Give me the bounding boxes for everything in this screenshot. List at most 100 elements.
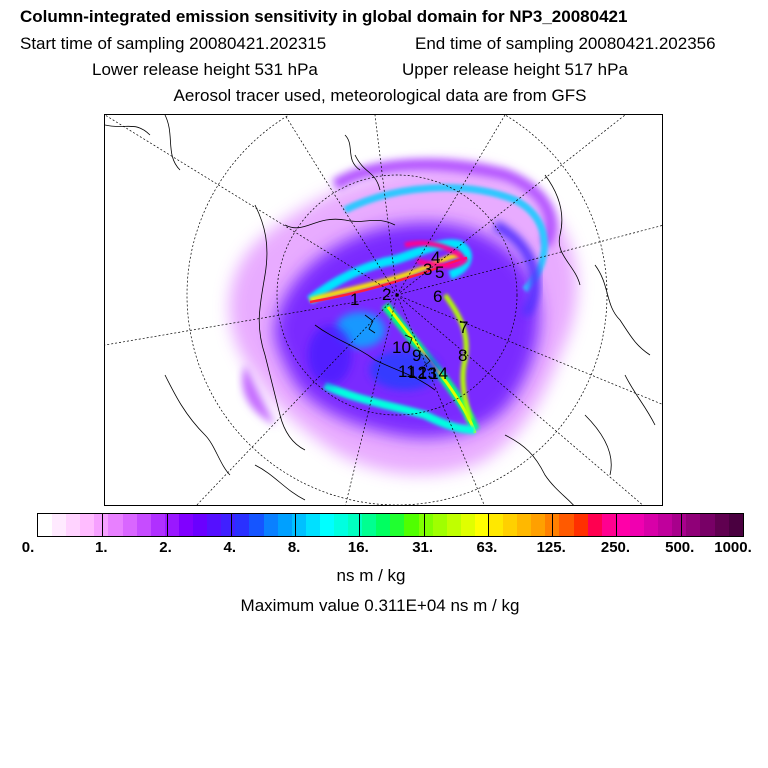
- color-scale-swatch: [164, 514, 179, 536]
- color-scale-swatch: [728, 514, 743, 536]
- color-scale-label: 1000.: [714, 539, 752, 556]
- release-heights: Lower release height 531 hPa Upper relea…: [92, 60, 768, 80]
- point-label: 6: [433, 287, 442, 306]
- point-label: 9: [412, 346, 421, 365]
- color-scale-tick: [680, 514, 682, 536]
- meridian: [396, 294, 662, 405]
- color-scale-swatch: [235, 514, 250, 536]
- coast-europe: [584, 374, 656, 476]
- color-scale-tick: [295, 514, 297, 536]
- units-text: ns m / kg: [336, 566, 406, 585]
- coast-south: [254, 464, 306, 501]
- color-scale-swatch: [52, 514, 67, 536]
- color-scale-label: 2.: [159, 539, 172, 556]
- meridian: [396, 115, 506, 296]
- coast-siberia: [284, 218, 396, 229]
- color-scale-tick: [552, 514, 554, 536]
- map-canvas: 1 2 3 4 5 6 7 8 9 10 11 12 13 14: [105, 115, 662, 505]
- point-label: 1: [350, 290, 359, 309]
- arc-inner-north: [343, 184, 548, 293]
- sensitivity-map: 1 2 3 4 5 6 7 8 9 10 11 12 13 14: [104, 114, 663, 506]
- color-scale-tick: [423, 514, 425, 536]
- color-scale-swatch: [390, 514, 405, 536]
- color-scale-swatch: [38, 514, 53, 536]
- color-scale-swatch: [503, 514, 518, 536]
- color-scale-swatch: [122, 514, 137, 536]
- color-scale-swatch: [615, 514, 630, 536]
- color-scale-tick: [487, 514, 489, 536]
- color-scale-swatch: [644, 514, 659, 536]
- color-scale-label: 4.: [223, 539, 237, 556]
- meridian: [105, 294, 398, 346]
- plot-title: Column-integrated emission sensitivity i…: [20, 7, 628, 26]
- coast-archipelago: [364, 314, 431, 367]
- color-scale-swatch: [489, 514, 504, 536]
- color-scale-swatch: [305, 514, 320, 536]
- color-scale-tick: [359, 514, 361, 536]
- point-label: 14: [429, 364, 448, 383]
- coast-west: [254, 204, 306, 451]
- color-scale-swatch: [348, 514, 363, 536]
- band-lime-east: [442, 293, 473, 421]
- color-scale-swatch: [601, 514, 616, 536]
- arc-outer-north: [331, 158, 557, 249]
- plume-southwest-lobe: [242, 365, 275, 425]
- point-label: 8: [458, 346, 467, 365]
- color-scale-swatch: [193, 514, 208, 536]
- band-cyan-south: [323, 381, 476, 434]
- color-scale-swatch: [517, 514, 532, 536]
- coast-east: [544, 174, 581, 286]
- color-scale-swatch: [178, 514, 194, 536]
- maximum-value-text: Maximum value 0.311E+04 ns m / kg: [240, 596, 520, 615]
- meridian: [284, 115, 398, 296]
- color-scale-swatch: [362, 514, 377, 536]
- color-scale-swatch: [66, 514, 81, 536]
- point-label: 5: [435, 263, 444, 282]
- color-scale-swatch: [587, 514, 602, 536]
- color-scale-label: 1.: [95, 539, 108, 556]
- coast-greenland: [594, 264, 651, 356]
- color-scale-swatch: [376, 514, 391, 536]
- color-scale-bar: [37, 513, 744, 537]
- coast-southwest: [164, 374, 231, 476]
- color-scale-swatch: [714, 514, 729, 536]
- release-point-labels: 1 2 3 4 5 6 7 8 9 10 11 12 13 14: [350, 248, 468, 383]
- point-label: 2: [382, 285, 391, 304]
- color-scale-label: 125.: [536, 539, 566, 556]
- meridian: [196, 294, 398, 505]
- color-scale-swatch: [531, 514, 546, 536]
- color-scale-swatch: [404, 514, 419, 536]
- point-label: 7: [459, 318, 468, 337]
- color-scale-swatch: [432, 514, 447, 536]
- color-scale-tick: [230, 514, 232, 536]
- color-scale-swatch: [80, 514, 95, 536]
- point-label: 3: [423, 260, 432, 279]
- color-scale-swatch: [686, 514, 701, 536]
- blob-blue-center: [370, 350, 440, 390]
- color-scale-swatch: [221, 514, 236, 536]
- latitude-circle-inner: [276, 174, 518, 416]
- meridian: [345, 294, 398, 505]
- coast-north: [344, 134, 381, 191]
- color-scale-label: 31.: [412, 539, 434, 556]
- coast-arctic-islands: [314, 324, 436, 391]
- end-time: End time of sampling 20080421.202356: [415, 34, 716, 53]
- point-label: 10: [392, 338, 411, 357]
- color-scale-label: 63.: [476, 539, 498, 556]
- color-scale-swatch: [291, 514, 306, 536]
- start-time: Start time of sampling 20080421.202315: [20, 34, 327, 53]
- color-scale-label: 8.: [287, 539, 301, 556]
- coast-atlantic: [504, 434, 574, 505]
- color-scale-label: 250.: [600, 539, 631, 556]
- blob-purple-west: [308, 325, 352, 385]
- color-scale-swatch: [333, 514, 349, 536]
- color-scale-swatch: [559, 514, 574, 536]
- tracer-note: Aerosol tracer used, meteorological data…: [173, 86, 587, 105]
- color-scale-swatch: [418, 514, 433, 536]
- color-scale-tick: [102, 514, 104, 536]
- point-label: 12: [408, 363, 427, 382]
- color-scale-tick: [166, 514, 168, 536]
- coastlines: [105, 115, 656, 505]
- maximum-value: Maximum value 0.311E+04 ns m / kg: [0, 596, 768, 616]
- color-scale-swatch: [700, 514, 715, 536]
